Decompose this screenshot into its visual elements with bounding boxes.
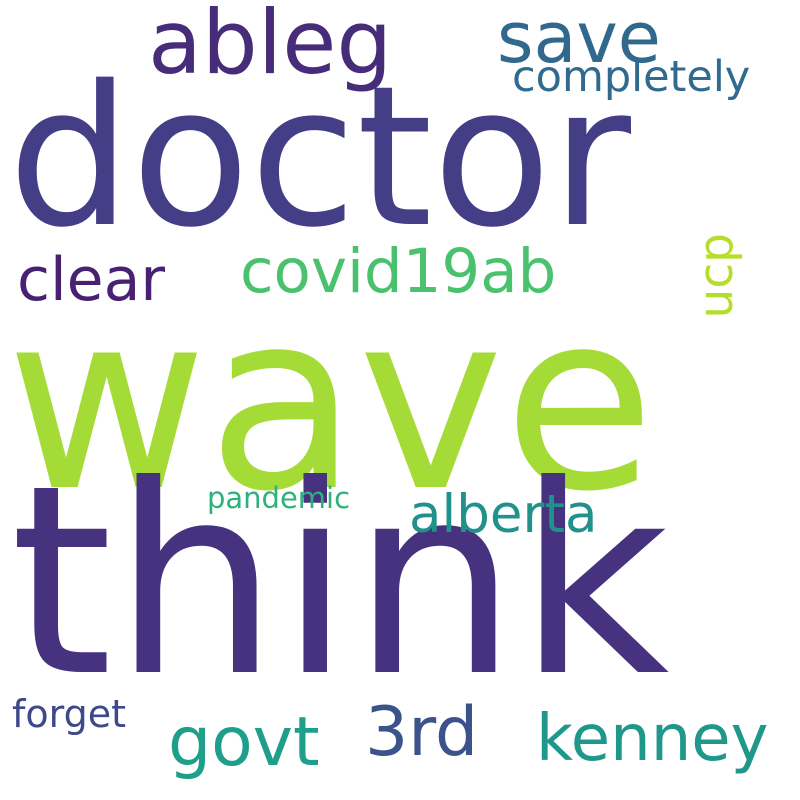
word-kenney: kenney	[536, 702, 769, 776]
word-save: save	[497, 0, 661, 79]
word-govt: govt	[168, 703, 320, 782]
word-wave: wave	[6, 260, 655, 546]
word-forget: forget	[12, 692, 126, 736]
word-ucp: ucp	[689, 233, 744, 319]
word-pandemic: pandemic	[207, 481, 351, 515]
word-completely: completely	[512, 52, 751, 102]
word-3rd: 3rd	[365, 693, 479, 772]
word-clear: clear	[17, 245, 166, 315]
word-ableg: ableg	[148, 0, 393, 94]
word-doctor: doctor	[8, 44, 632, 270]
word-alberta: alberta	[409, 484, 598, 545]
word-think: think	[10, 429, 670, 734]
word-covid19ab: covid19ab	[240, 236, 557, 307]
